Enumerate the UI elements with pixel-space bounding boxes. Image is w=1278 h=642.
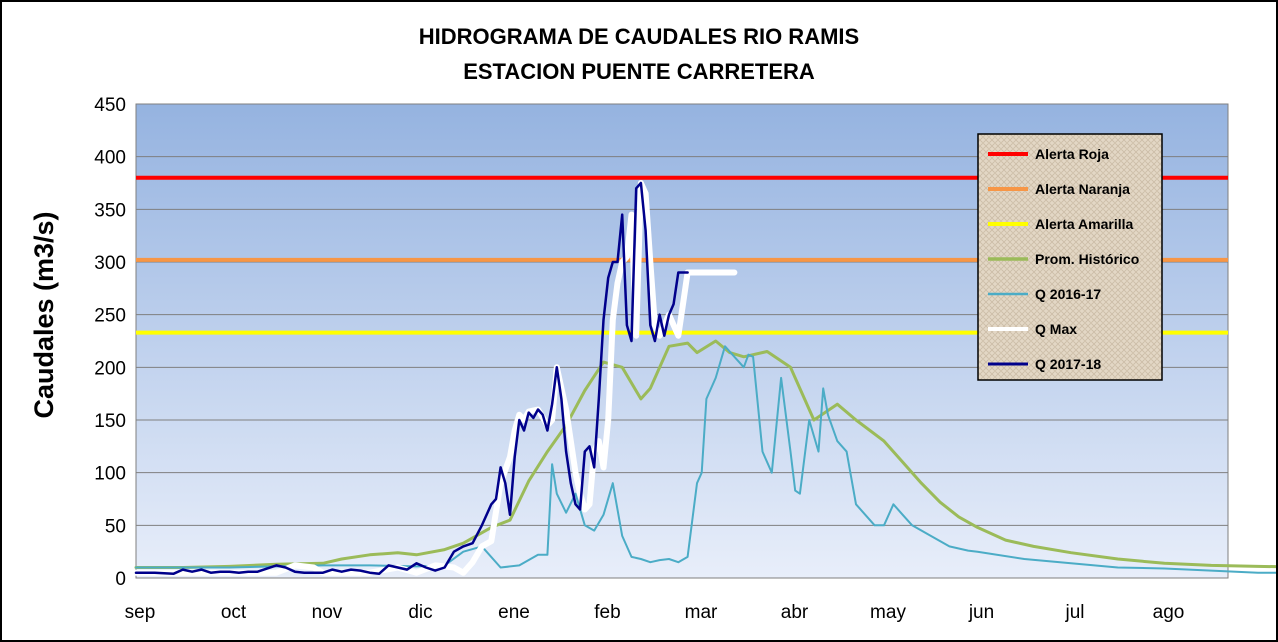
- y-tick-label: 300: [94, 253, 126, 274]
- x-tick-label: dic: [408, 602, 432, 623]
- x-tick-label: oct: [221, 602, 247, 623]
- series-line: [135, 345, 1276, 574]
- chart-title-line-2: ESTACION PUENTE CARRETERA: [463, 59, 815, 84]
- legend-label: Q 2016-17: [1035, 286, 1101, 302]
- series-line: [134, 339, 1276, 569]
- legend-label: Q Max: [1035, 321, 1077, 337]
- x-tick-label: jul: [1064, 602, 1084, 623]
- series-lines: [133, 180, 1276, 576]
- legend-label: Prom. Histórico: [1035, 251, 1139, 267]
- x-tick-label: jun: [968, 602, 994, 623]
- legend-label: Alerta Naranja: [1035, 181, 1130, 197]
- y-tick-label: 400: [94, 148, 126, 169]
- x-tick-label: abr: [781, 602, 809, 623]
- y-axis-ticks: 0 50 100 150 200 250 300 350 400 450: [94, 95, 126, 590]
- y-tick-label: 250: [94, 306, 126, 327]
- y-tick-label: 0: [115, 569, 126, 590]
- x-tick-label: mar: [685, 602, 718, 623]
- x-tick-label: ago: [1153, 602, 1185, 623]
- legend-box: [977, 133, 1163, 381]
- y-tick-label: 350: [94, 200, 126, 221]
- legend-label: Alerta Roja: [1035, 146, 1109, 162]
- x-axis-ticks: sep oct nov dic ene feb mar abr may jun jul ago: [125, 602, 1185, 623]
- y-axis-title: Caudales (m3/s): [29, 211, 59, 418]
- legend: Alerta Roja Alerta Naranja Alerta Amarilla…: [977, 133, 1163, 381]
- x-tick-label: feb: [594, 602, 620, 623]
- y-tick-label: 450: [94, 95, 126, 116]
- legend-label: Q 2017-18: [1035, 356, 1101, 372]
- x-tick-label: sep: [125, 602, 156, 623]
- x-tick-label: ene: [498, 602, 530, 623]
- x-tick-label: may: [870, 602, 906, 623]
- y-tick-label: 50: [105, 516, 126, 537]
- legend-label: Alerta Amarilla: [1035, 216, 1134, 232]
- x-tick-label: nov: [312, 602, 343, 623]
- y-tick-label: 200: [94, 358, 126, 379]
- y-tick-label: 150: [94, 411, 126, 432]
- chart-title-line-1: HIDROGRAMA DE CAUDALES RIO RAMIS: [419, 24, 859, 49]
- series-line: [134, 181, 689, 576]
- y-tick-label: 100: [94, 464, 126, 485]
